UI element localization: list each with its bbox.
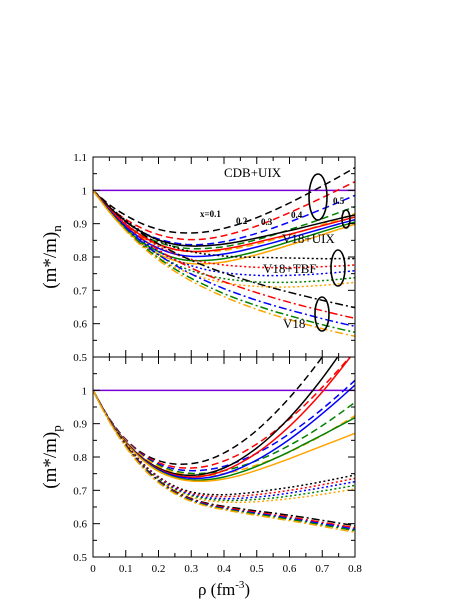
x-axis-label: ρ (fm-3) [198,579,250,599]
x-tick-label: 0 [90,563,96,575]
bottom-panel-axes: 0 0.1 0.2 0.3 0.4 0.5 0.6 0.7 0.8 0.5 0.6 0.7 0.8 0.9… [73,356,362,575]
top-curve-cdb-uix-2 [93,180,355,241]
x-tick-label: 0.8 [348,563,362,575]
top-panel: 0.5 0.6 0.7 0.8 0.9 1 1.1 (m*/m)n CDB+UIX V18+… [40,152,356,364]
bottom-curve-cdb-uix-2 [93,357,351,469]
top-curve-v18-17 [93,189,355,320]
y-axis-label-bottom-main: (m*/m) [40,432,61,489]
top-panel-curves [93,167,355,338]
y-axis-label-top-main: (m*/m) [40,232,61,289]
annotation-v18-tbf: V18+TBF [263,261,317,276]
bottom-curve-v18-20 [93,389,355,534]
top-curve-cdb-uix-1 [93,167,355,234]
bottom-y-tick-label: 1 [82,385,88,397]
top-y-tick-label: 0.8 [73,252,87,264]
y-axis-label-bottom-sub: p [49,425,64,432]
bottom-y-tick-label: 0.7 [73,485,87,497]
ellipse-v18 [314,296,330,332]
top-curve-v18-19 [93,189,355,334]
bottom-y-tick-label: 0.5 [73,552,87,564]
ellipse-cdb-uix [308,173,328,221]
bottom-y-tick-label: 0.8 [73,452,87,464]
top-curve-v18-18 [93,189,355,328]
top-y-tick-label: 0.5 [73,352,87,364]
bottom-curve-cdb-uix-3 [93,379,355,472]
top-curve-v18-tbf-14 [93,189,355,284]
x-axis-label-close: ) [244,580,250,599]
x-tick-label: 0.3 [184,563,198,575]
y-axis-label-bottom: (m*/m)p [40,425,64,489]
top-y-tick-label: 0.9 [73,219,87,231]
top-y-tick-label: 0.6 [73,319,87,331]
top-y-tick-label: 1.1 [73,152,87,164]
top-y-tick-label: 0.7 [73,285,87,297]
y-axis-label-top-sub: n [49,225,64,232]
ellipse-v18-uix [341,209,351,229]
top-curve-v18-16 [93,189,355,309]
x-tick-label: 0.6 [283,563,297,575]
annotation-x-0-3: 0.3 [261,217,273,227]
y-axis-label-top: (m*/m)n [40,225,64,289]
annotation-x-0-2: 0.2 [236,216,248,226]
top-panel-axes: 0.5 0.6 0.7 0.8 0.9 1 1.1 [73,152,356,364]
bottom-panel: 0 0.1 0.2 0.3 0.4 0.5 0.6 0.7 0.8 0.5 0.6 0.7 0.8 0.9… [40,356,362,599]
top-curve-v18-uix-7 [93,189,355,253]
x-axis-label-main: ρ (fm [198,580,235,599]
annotation-v18: V18 [283,316,305,331]
annotation-x-0-4: 0.4 [291,210,303,220]
bottom-curve-v18-tbf-11 [93,389,355,496]
ellipse-v18-tbf [330,249,346,287]
x-axis-label-exponent: -3 [235,579,245,591]
annotation-v18-uix: V18+UIX [282,231,335,246]
x-tick-label: 0.5 [250,563,264,575]
bottom-panel-curves [93,357,355,534]
top-curve-v18-tbf-11 [93,189,355,260]
annotation-x-0-5: 0.5 [333,196,345,206]
bottom-y-tick-label: 0.9 [73,419,87,431]
annotation-x-0-1: x=0.1 [200,209,221,219]
top-y-tick-label: 1 [82,185,88,197]
annotation-cdb-uix: CDB+UIX [224,165,282,180]
top-curve-v18-20 [93,189,355,338]
bottom-curve-cdb-uix-1 [93,357,324,466]
bottom-y-tick-label: 0.6 [73,519,87,531]
x-tick-label: 0.7 [315,563,329,575]
x-tick-label: 0.1 [119,563,133,575]
x-tick-label: 0.2 [152,563,166,575]
bottom-curve-v18-uix-10 [93,389,355,483]
x-tick-label: 0.4 [217,563,231,575]
